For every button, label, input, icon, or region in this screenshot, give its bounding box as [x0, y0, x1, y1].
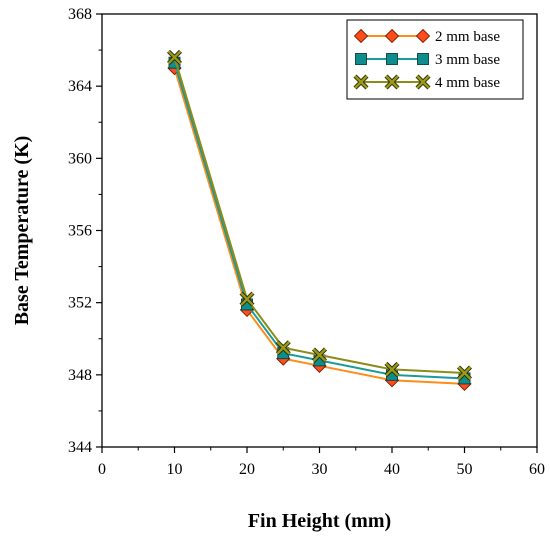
data-point-stroke — [416, 75, 430, 89]
x-tick-label: 20 — [239, 461, 255, 478]
data-point — [312, 347, 327, 363]
data-point — [457, 365, 472, 381]
data-point-stroke — [167, 50, 182, 65]
series-layer — [167, 49, 472, 391]
series-3 — [167, 49, 472, 381]
data-point — [275, 340, 291, 356]
y-tick-label: 348 — [68, 367, 92, 384]
legend: 2 mm base 3 mm base 4 mm base — [346, 19, 524, 100]
y-tick-label: 360 — [68, 150, 92, 167]
series-line — [173, 62, 465, 380]
data-point — [355, 53, 367, 65]
data-point-stroke — [385, 75, 399, 89]
x-tick-label: 10 — [167, 461, 183, 478]
y-tick-label: 352 — [68, 295, 92, 312]
plot-area: 0 10 20 30 40 50 60 344 348 352 356 360 364 368 — [68, 6, 545, 478]
legend-label: 3 mm base — [435, 52, 500, 68]
data-point-stroke — [354, 75, 368, 89]
y-tick-label: 368 — [68, 6, 92, 23]
x-axis-title: Fin Height (mm) — [248, 510, 391, 532]
series-line — [173, 57, 465, 375]
data-point — [417, 53, 429, 65]
x-tick-label: 0 — [98, 461, 106, 478]
data-point — [384, 74, 400, 90]
data-point — [384, 361, 400, 377]
x-tick-label: 30 — [312, 461, 328, 478]
y-tick-label: 344 — [68, 439, 92, 456]
data-point — [384, 28, 400, 44]
y-tick-label: 356 — [68, 223, 92, 240]
legend-label: 2 mm base — [435, 29, 500, 45]
y-tick-label: 364 — [68, 78, 92, 95]
data-point-stroke — [457, 366, 472, 380]
x-tick-label: 50 — [457, 461, 473, 478]
legend-label: 4 mm base — [435, 75, 500, 91]
data-point-stroke — [385, 362, 399, 377]
series-1 — [167, 60, 472, 391]
series-2 — [168, 56, 471, 385]
y-axis-title: Base Temperature (K) — [11, 136, 33, 326]
x-tick-label: 60 — [529, 461, 545, 478]
data-point — [415, 74, 431, 90]
data-point-stroke — [276, 340, 291, 355]
data-point-stroke — [312, 348, 327, 362]
data-point — [167, 49, 182, 65]
series-line — [173, 67, 465, 385]
data-point-stroke — [240, 292, 254, 306]
data-point — [415, 28, 431, 44]
data-point — [239, 291, 255, 307]
data-point — [386, 53, 398, 65]
x-tick-label: 40 — [384, 461, 400, 478]
data-point — [353, 74, 369, 90]
data-point — [353, 28, 369, 44]
